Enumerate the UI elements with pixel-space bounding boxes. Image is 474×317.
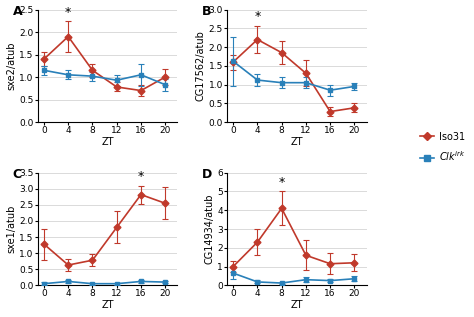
Text: C: C xyxy=(13,168,22,181)
Text: *: * xyxy=(254,10,261,23)
X-axis label: ZT: ZT xyxy=(291,300,303,310)
X-axis label: ZT: ZT xyxy=(101,300,114,310)
Y-axis label: sxe1/atub: sxe1/atub xyxy=(7,205,17,253)
X-axis label: ZT: ZT xyxy=(101,137,114,147)
Legend: Iso31, $Clk^{irk}$: Iso31, $Clk^{irk}$ xyxy=(416,128,470,167)
Y-axis label: sxe2/atub: sxe2/atub xyxy=(7,42,17,90)
Text: D: D xyxy=(202,168,212,181)
X-axis label: ZT: ZT xyxy=(291,137,303,147)
Y-axis label: CG14934/atub: CG14934/atub xyxy=(204,194,214,264)
Y-axis label: CG17562/atub: CG17562/atub xyxy=(196,30,206,101)
Text: B: B xyxy=(202,5,211,18)
Text: *: * xyxy=(138,170,144,183)
Text: A: A xyxy=(13,5,22,18)
Text: *: * xyxy=(65,6,72,19)
Text: *: * xyxy=(279,176,285,189)
